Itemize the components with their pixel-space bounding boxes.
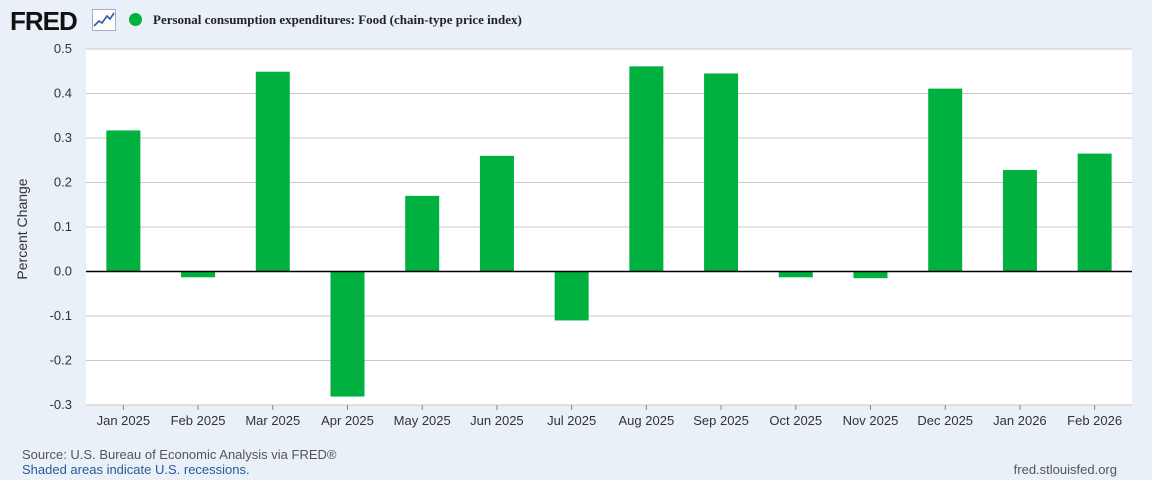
bar[interactable]	[853, 271, 888, 279]
x-tick-label: Jun 2025	[470, 413, 524, 428]
x-tick-label: May 2025	[394, 413, 451, 428]
bar[interactable]	[255, 71, 290, 272]
x-tick-label: Sep 2025	[693, 413, 749, 428]
y-tick-label: 0.1	[54, 219, 72, 234]
bar[interactable]	[554, 271, 589, 321]
x-tick-label: Mar 2025	[245, 413, 300, 428]
bar[interactable]	[629, 66, 664, 272]
y-tick-label: -0.2	[50, 353, 72, 368]
bar[interactable]	[181, 271, 216, 278]
bar[interactable]	[1077, 153, 1112, 272]
y-tick-label: 0.3	[54, 130, 72, 145]
bar[interactable]	[479, 155, 514, 272]
recessions-note[interactable]: Shaded areas indicate U.S. recessions.	[22, 462, 250, 477]
y-tick-label: -0.1	[50, 308, 72, 323]
x-tick-label: Jul 2025	[547, 413, 596, 428]
legend-series-label[interactable]: Personal consumption expenditures: Food …	[153, 12, 522, 27]
source-note: Source: U.S. Bureau of Economic Analysis…	[22, 447, 337, 462]
bar[interactable]	[1002, 170, 1037, 272]
x-tick-label: Apr 2025	[321, 413, 374, 428]
y-axis-label: Percent Change	[14, 178, 30, 279]
x-tick-label: Feb 2025	[171, 413, 226, 428]
x-tick-label: Jan 2026	[993, 413, 1047, 428]
x-tick-label: Nov 2025	[843, 413, 899, 428]
y-tick-label: -0.3	[50, 397, 72, 412]
bar[interactable]	[106, 130, 141, 272]
x-tick-label: Feb 2026	[1067, 413, 1122, 428]
source-text: U.S. Bureau of Economic Analysis via FRE…	[70, 447, 337, 462]
y-tick-label: 0.4	[54, 86, 72, 101]
chart-header: FRED Personal consumption expenditures: …	[0, 0, 1152, 40]
x-tick-label: Oct 2025	[769, 413, 822, 428]
bar[interactable]	[778, 271, 813, 278]
fred-logo[interactable]: FRED	[10, 6, 78, 36]
bar[interactable]	[704, 73, 739, 272]
bars	[106, 66, 1112, 397]
y-tick-label: 0.5	[54, 41, 72, 56]
y-axis-ticks: 0.5 0.4 0.3 0.2 0.1 0.0 -0.1 -0.2 -0.3	[50, 41, 72, 412]
legend-marker	[129, 13, 142, 26]
bar[interactable]	[405, 195, 440, 272]
bar[interactable]	[330, 271, 365, 397]
x-axis-ticks: Jan 2025 Feb 2025 Mar 2025 Apr 2025 May 2025…	[97, 405, 1122, 428]
y-tick-label: 0.2	[54, 175, 72, 190]
y-tick-label: 0.0	[54, 264, 72, 279]
x-tick-label: Jan 2025	[97, 413, 151, 428]
x-tick-label: Dec 2025	[917, 413, 973, 428]
site-url[interactable]: fred.stlouisfed.org	[1013, 462, 1117, 477]
bar[interactable]	[928, 88, 963, 272]
logo-graph-icon	[92, 9, 116, 31]
bar-chart: 0.5 0.4 0.3 0.2 0.1 0.0 -0.1 -0.2 -0.3 Jan 2025 F…	[14, 41, 1132, 428]
x-tick-label: Aug 2025	[619, 413, 675, 428]
